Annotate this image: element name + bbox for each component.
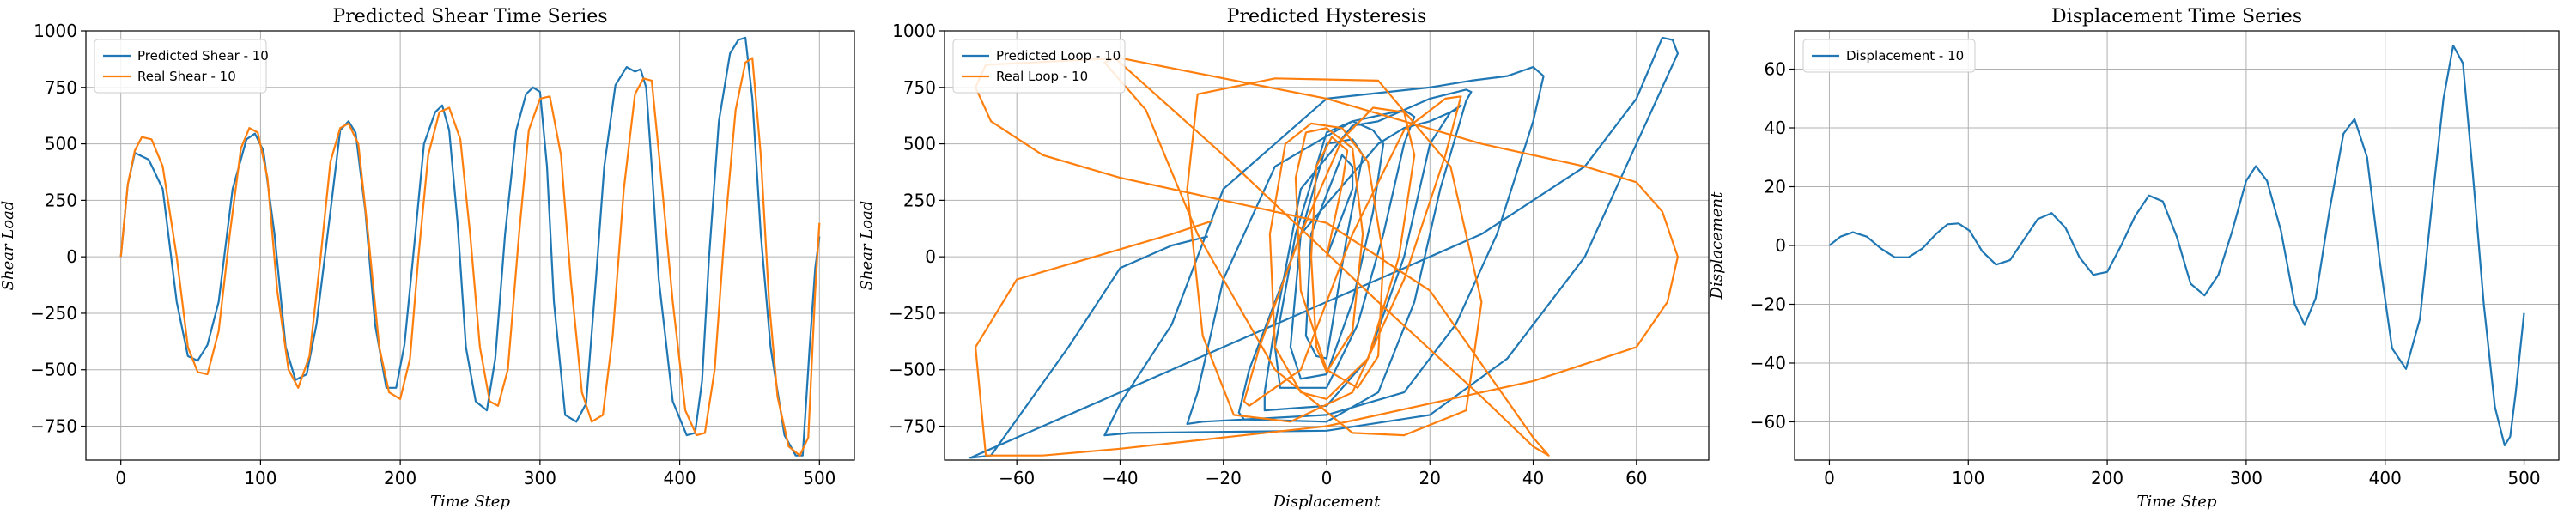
hysteresis-ytick-label: −250 <box>889 303 936 324</box>
displacement-xtick-label: 100 <box>1952 468 1984 488</box>
displacement-legend-label: Displacement - 10 <box>1846 48 1964 64</box>
displacement-ytick-label: 20 <box>1765 177 1786 197</box>
shear-legend-label: Predicted Shear - 10 <box>137 48 269 64</box>
shear-ytick-label: 500 <box>45 134 77 154</box>
hysteresis-ytick-label: 1000 <box>892 21 936 41</box>
displacement-ylabel: Displacement <box>1708 191 1726 300</box>
displacement-series-0-line <box>1828 44 2525 447</box>
displacement-ytick-label: 0 <box>1775 235 1786 256</box>
hysteresis-legend-label: Predicted Loop - 10 <box>996 48 1121 64</box>
displacement-time-series-panel: 0 100 200 300 400 500 −60 −40 −20 0 20 40 60 Displace… <box>1708 6 2560 511</box>
hysteresis-legend: Predicted Loop - 10 Real Loop - 10 <box>952 39 1126 94</box>
shear-xtick-label: 200 <box>384 468 416 488</box>
shear-xtick-label: 400 <box>663 468 696 488</box>
hysteresis-xtick-label: 40 <box>1522 468 1544 488</box>
displacement-xtick-label: 400 <box>2369 468 2402 488</box>
displacement-legend-box <box>1802 39 1976 73</box>
hysteresis-xtick-label: −60 <box>999 468 1035 488</box>
hysteresis-xtick-label: −20 <box>1206 468 1242 488</box>
displacement-axes-frame <box>1794 30 2560 461</box>
displacement-ytick-label: −20 <box>1750 294 1786 314</box>
shear-ytick-label: −750 <box>30 416 77 437</box>
shear-legend-label: Real Shear - 10 <box>137 69 236 84</box>
hysteresis-ytick-label: −750 <box>889 416 936 437</box>
hysteresis-legend-box <box>952 39 1126 94</box>
shear-series-1-line <box>119 57 821 457</box>
shear-title: Predicted Shear Time Series <box>332 6 607 27</box>
displacement-ytick-label: 40 <box>1765 118 1786 138</box>
hysteresis-title: Predicted Hysteresis <box>1227 6 1427 27</box>
hysteresis-ytick-label: 500 <box>903 134 936 154</box>
hysteresis-ytick-label: 750 <box>903 77 936 98</box>
displacement-xlabel: Time Step <box>2137 493 2217 511</box>
displacement-ytick-label: −60 <box>1750 411 1786 432</box>
hysteresis-panel: −60 −40 −20 0 20 40 60 −750 −500 −250 0 250 500 750 10… <box>858 6 1710 511</box>
hysteresis-series-0-line <box>969 36 1680 459</box>
hysteresis-axes-frame <box>944 30 1710 461</box>
shear-legend: Predicted Shear - 10 Real Shear - 10 <box>94 39 269 94</box>
shear-ytick-label: 250 <box>45 190 77 210</box>
displacement-ytick-label: 60 <box>1765 59 1786 80</box>
shear-time-series-panel: 0 100 200 300 400 500 −750 −500 −250 0 250 500 750 10… <box>0 6 855 511</box>
hysteresis-ylabel: Shear Load <box>858 201 876 291</box>
hysteresis-ytick-label: 0 <box>925 246 936 267</box>
displacement-xtick-label: 0 <box>1824 468 1835 488</box>
hysteresis-xlabel: Displacement <box>1273 493 1381 511</box>
shear-ytick-label: 750 <box>45 77 77 98</box>
shear-xtick-label: 100 <box>244 468 276 488</box>
hysteresis-series-1-line <box>974 57 1680 457</box>
shear-ytick-label: −250 <box>30 303 77 324</box>
displacement-title: Displacement Time Series <box>2051 6 2302 27</box>
shear-xlabel: Time Step <box>430 493 510 511</box>
shear-series-0-line <box>119 36 821 457</box>
displacement-xtick-label: 200 <box>2091 468 2123 488</box>
hysteresis-legend-label: Real Loop - 10 <box>996 69 1088 84</box>
shear-ytick-label: 1000 <box>33 21 77 41</box>
shear-legend-box <box>94 39 267 94</box>
shear-xtick-label: 500 <box>803 468 835 488</box>
shear-ytick-label: 0 <box>66 246 77 267</box>
hysteresis-xtick-label: −40 <box>1102 468 1138 488</box>
hysteresis-xtick-label: 60 <box>1625 468 1647 488</box>
shear-xtick-label: 300 <box>524 468 556 488</box>
shear-ytick-label: −500 <box>30 360 77 380</box>
displacement-xtick-label: 500 <box>2507 468 2540 488</box>
displacement-ytick-label: −40 <box>1750 353 1786 373</box>
hysteresis-xtick-label: 20 <box>1419 468 1441 488</box>
displacement-xtick-label: 300 <box>2230 468 2263 488</box>
shear-axes-frame <box>85 30 855 461</box>
shear-xtick-label: 0 <box>115 468 126 488</box>
hysteresis-ytick-label: 250 <box>903 190 936 210</box>
displacement-legend: Displacement - 10 <box>1802 39 1976 73</box>
shear-ylabel: Shear Load <box>0 201 17 291</box>
hysteresis-xtick-label: 0 <box>1321 468 1333 488</box>
hysteresis-ytick-label: −500 <box>889 360 936 380</box>
